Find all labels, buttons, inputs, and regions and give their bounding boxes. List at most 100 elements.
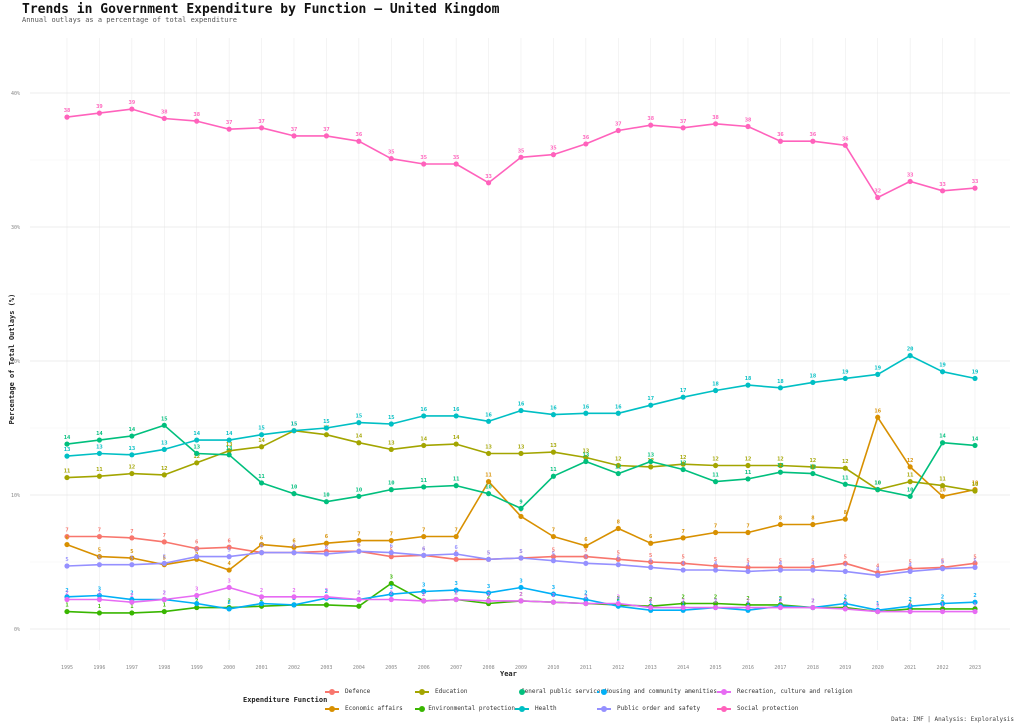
- data-point: [194, 600, 200, 607]
- data-point: [745, 476, 751, 482]
- data-label: 2: [325, 589, 328, 595]
- data-label: 1: [98, 604, 102, 610]
- data-label: 6: [325, 545, 329, 551]
- data-point: [550, 533, 557, 540]
- data-label: 2: [325, 588, 328, 594]
- y-tick-label: 40%: [11, 91, 20, 97]
- data-point: [129, 433, 135, 439]
- data-point: [453, 533, 459, 540]
- series-public-order-and-safety: 5 5 5 55 56 6 6 6 6 6 65 5 5 5 5 5 4 4 4 4 4 444 5 5: [64, 542, 978, 579]
- chart-subtitle: Annual outlays as a percentage of total …: [22, 16, 237, 24]
- legend-label: Defence: [345, 688, 371, 695]
- data-label: 5: [552, 552, 555, 558]
- data-point: [64, 608, 70, 615]
- data-label: 11: [64, 469, 71, 475]
- data-label: 7: [98, 528, 101, 534]
- data-label: 11: [842, 475, 849, 481]
- data-label: 2: [519, 592, 522, 598]
- data-label: 5: [98, 556, 101, 562]
- data-point: [875, 371, 881, 377]
- data-label: 7: [357, 532, 360, 538]
- data-label: 2: [357, 591, 360, 597]
- data-label: 13: [583, 448, 590, 454]
- data-label: 2: [454, 591, 457, 597]
- data-point: [388, 591, 394, 597]
- data-point: [421, 161, 427, 167]
- data-point: [96, 554, 103, 560]
- data-point: [485, 491, 492, 497]
- legend-item: Social protection: [717, 705, 857, 712]
- data-point: [939, 369, 946, 375]
- data-label: 4: [227, 561, 231, 567]
- data-point: [680, 125, 686, 131]
- data-label: 1: [876, 603, 880, 609]
- data-label: 5: [617, 550, 620, 556]
- data-label: 37: [323, 127, 330, 133]
- data-label: 12: [842, 459, 849, 465]
- data-point: [421, 588, 427, 595]
- x-tick-label: 2005: [385, 665, 397, 671]
- data-label: 2: [130, 591, 133, 597]
- data-label: 5: [844, 554, 847, 560]
- data-point: [745, 123, 751, 130]
- legend-item: Health: [515, 705, 597, 712]
- x-tick-label: 1995: [61, 665, 73, 671]
- data-label: 5: [811, 558, 814, 564]
- data-label: 6: [454, 545, 458, 551]
- data-label: 16: [583, 404, 590, 410]
- data-label: 7: [130, 529, 133, 535]
- data-label: 10: [388, 481, 395, 487]
- data-point: [907, 603, 913, 609]
- data-point: [356, 440, 362, 446]
- data-label: 6: [357, 542, 361, 548]
- data-label: 6: [390, 544, 394, 550]
- legend-item: Economic affairs: [325, 705, 415, 712]
- data-point: [615, 525, 621, 532]
- data-point: [323, 499, 330, 505]
- legend-label: Social protection: [737, 705, 799, 712]
- data-label: 5: [779, 558, 782, 564]
- data-point: [194, 450, 200, 457]
- data-label: 12: [745, 457, 752, 463]
- data-label: 3: [519, 578, 522, 584]
- data-label: 37: [258, 119, 265, 125]
- data-label: 5: [65, 557, 68, 563]
- data-point: [972, 185, 978, 191]
- data-point: [161, 115, 167, 122]
- data-label: 4: [779, 561, 783, 567]
- x-tick-label: 2023: [969, 665, 981, 671]
- data-label: 13: [129, 446, 136, 452]
- x-tick-label: 1996: [93, 665, 105, 671]
- data-point: [842, 481, 848, 487]
- data-point: [615, 562, 621, 568]
- data-label: 5: [649, 553, 652, 559]
- data-label: 2: [617, 595, 620, 601]
- data-point: [388, 537, 394, 544]
- data-point: [226, 437, 232, 443]
- data-label: 2: [292, 588, 295, 594]
- data-label: 5: [195, 548, 198, 554]
- data-point: [129, 562, 135, 568]
- data-label: 36: [356, 132, 363, 138]
- data-point: [96, 437, 103, 443]
- data-label: 1: [65, 603, 69, 609]
- data-point: [745, 382, 751, 388]
- data-label: 1: [876, 601, 880, 607]
- data-point: [518, 584, 524, 591]
- data-label: 12: [907, 458, 914, 464]
- x-tick-label: 1998: [158, 665, 170, 671]
- x-tick-label: 2021: [904, 665, 916, 671]
- data-point: [712, 479, 719, 485]
- legend-item: Defence: [325, 688, 415, 695]
- legend-swatch-icon: [325, 688, 339, 695]
- data-label: 2: [390, 591, 393, 597]
- data-label: 3: [98, 587, 101, 593]
- data-label: 10: [972, 482, 979, 488]
- data-point: [161, 472, 167, 478]
- data-point: [972, 599, 978, 605]
- data-label: 2: [714, 599, 717, 605]
- data-point: [777, 138, 784, 144]
- data-label: 13: [518, 444, 525, 450]
- data-label: 19: [874, 365, 881, 371]
- data-point: [939, 493, 946, 499]
